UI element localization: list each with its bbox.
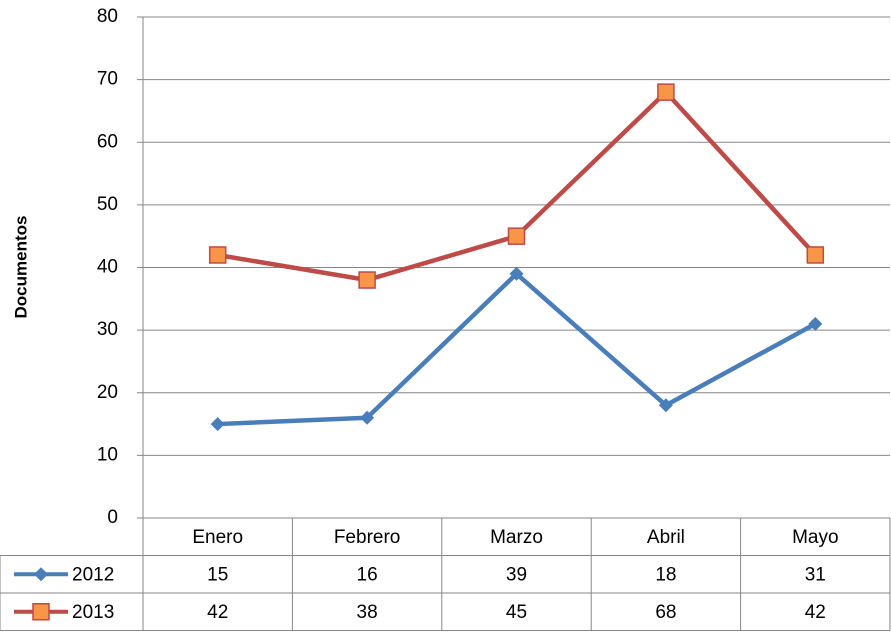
- y-tick-label: 70: [97, 69, 118, 90]
- marker: [808, 316, 823, 331]
- marker: [208, 246, 227, 264]
- marker: [358, 271, 376, 289]
- x-tick-label: Abril: [647, 527, 685, 548]
- x-tick-label: Febrero: [334, 527, 401, 548]
- table-value: 31: [805, 564, 826, 585]
- series-line: [217, 89, 817, 283]
- y-tick-label: 20: [97, 382, 118, 403]
- table-value: 15: [207, 564, 228, 585]
- marker: [657, 83, 675, 101]
- legend-label: 2013: [72, 602, 114, 623]
- marker: [509, 266, 524, 281]
- legend-marker: [34, 567, 48, 582]
- series-line: [217, 271, 817, 427]
- marker: [210, 417, 225, 432]
- x-tick-label: Mayo: [792, 527, 838, 548]
- x-tick-label: Marzo: [490, 527, 543, 548]
- table-value: 39: [506, 564, 527, 585]
- table-value: 38: [357, 602, 378, 623]
- marker: [658, 398, 673, 413]
- y-axis-label: Documentos: [11, 216, 30, 319]
- x-tick-label: Enero: [192, 527, 243, 548]
- table-value: 45: [506, 602, 527, 623]
- table-value: 16: [357, 564, 378, 585]
- marker: [806, 246, 825, 264]
- table-value: 42: [805, 602, 826, 623]
- table-value: 18: [655, 564, 676, 585]
- y-tick-label: 80: [97, 6, 118, 27]
- y-tick-label: 0: [107, 507, 118, 528]
- marker: [507, 227, 526, 245]
- legend-marker: [32, 603, 50, 621]
- y-tick-label: 50: [97, 194, 118, 215]
- table-value: 42: [207, 602, 228, 623]
- y-tick-label: 40: [97, 257, 118, 278]
- legend-label: 2012: [72, 564, 114, 585]
- y-tick-label: 10: [97, 444, 118, 465]
- y-tick-label: 60: [97, 131, 118, 152]
- table-value: 68: [655, 602, 676, 623]
- y-tick-label: 30: [97, 319, 118, 340]
- marker: [360, 410, 375, 425]
